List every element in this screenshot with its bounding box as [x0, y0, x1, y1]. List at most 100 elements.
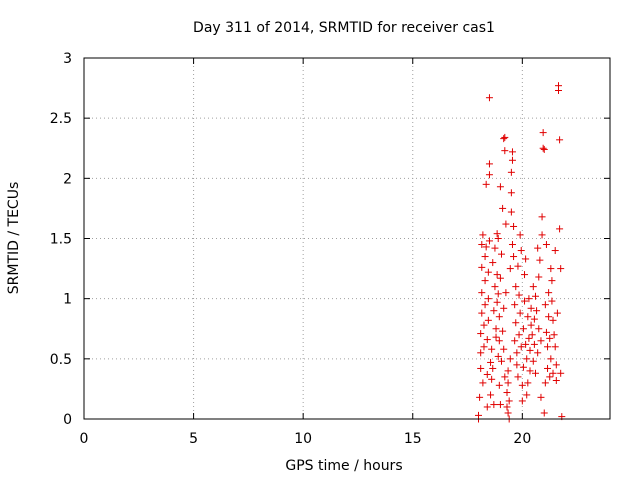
data-point [539, 129, 547, 137]
y-tick-label: 2.5 [50, 111, 72, 127]
data-point [525, 295, 533, 303]
data-point [524, 313, 532, 321]
data-point [483, 336, 491, 344]
data-point [540, 145, 548, 153]
x-axis-label: GPS time / hours [285, 458, 402, 474]
grid [84, 58, 610, 419]
data-point [505, 397, 513, 405]
data-point [552, 361, 560, 369]
data-point [521, 297, 529, 305]
data-point [481, 277, 489, 285]
data-point [530, 315, 538, 323]
axis-ticks: 0 5 10 15 20 0 0.5 1 1.5 2 2.5 3 [50, 51, 610, 447]
data-point [515, 331, 523, 339]
data-point [507, 189, 515, 197]
data-point [538, 213, 546, 221]
y-tick-label: 3 [63, 51, 72, 67]
y-tick-label: 1 [63, 292, 72, 308]
data-point [496, 401, 504, 409]
plot-frame [83, 57, 611, 420]
data-point [519, 363, 527, 371]
data-point [508, 241, 516, 249]
data-point [537, 393, 545, 401]
data-point [507, 168, 515, 176]
data-point [529, 283, 537, 291]
y-tick-label: 1.5 [50, 232, 72, 248]
data-point [530, 340, 538, 348]
data-point [502, 220, 510, 228]
data-point [495, 337, 503, 345]
data-point [523, 355, 531, 363]
data-point [514, 262, 522, 270]
data-point [553, 309, 561, 317]
data-point [498, 250, 506, 258]
data-point [494, 235, 502, 242]
data-point [483, 403, 491, 411]
data-point [479, 231, 487, 239]
data-point [508, 156, 516, 164]
data-point [535, 273, 543, 281]
data-point [481, 253, 489, 261]
data-point [544, 364, 552, 372]
data-point [493, 298, 501, 306]
data-point [522, 255, 530, 263]
data-point [547, 265, 555, 273]
data-point [480, 321, 488, 329]
data-point [485, 160, 493, 168]
data-point [545, 289, 553, 297]
data-point [523, 391, 531, 399]
data-point [510, 222, 518, 230]
data-point [512, 283, 520, 291]
data-point [502, 289, 510, 297]
data-point [533, 307, 541, 315]
data-point [487, 391, 495, 399]
data-point [511, 337, 519, 345]
data-point [485, 237, 493, 245]
data-point [557, 369, 565, 377]
data-point [477, 364, 485, 372]
data-point [478, 263, 486, 271]
x-tick-label: 20 [513, 431, 531, 447]
y-axis-label: SRMTID / TECUs [6, 182, 22, 295]
data-point [503, 403, 511, 411]
data-point [483, 370, 491, 378]
data-point [542, 328, 550, 336]
data-point [491, 244, 499, 252]
data-point [491, 283, 499, 291]
data-point [548, 277, 556, 285]
data-point [541, 301, 549, 309]
data-point [484, 316, 492, 324]
data-point [507, 208, 515, 216]
data-point [488, 375, 496, 383]
data-point [541, 379, 549, 387]
data-point [489, 259, 497, 267]
data-point [516, 309, 524, 317]
x-tick-label: 5 [189, 431, 198, 447]
data-point [513, 349, 521, 357]
data-point [552, 376, 560, 384]
x-tick-label: 0 [80, 431, 89, 447]
data-point [478, 241, 486, 249]
data-point [535, 325, 543, 333]
y-tick-label: 0 [63, 412, 72, 428]
data-point [495, 313, 503, 321]
data-point [506, 265, 514, 273]
data-point [521, 271, 529, 279]
data-point [506, 355, 514, 363]
y-tick-label: 2 [63, 171, 72, 187]
x-tick-label: 15 [404, 431, 422, 447]
data-point [524, 379, 532, 387]
data-point [500, 304, 508, 312]
data-point [529, 357, 537, 365]
data-point [481, 301, 489, 309]
data-point [547, 355, 555, 363]
data-point [484, 295, 492, 303]
data-point [534, 244, 542, 252]
data-point [556, 225, 564, 233]
data-point [503, 389, 511, 397]
data-point [550, 331, 558, 339]
data-point [488, 345, 496, 353]
data-point [544, 343, 552, 351]
data-point [527, 321, 535, 329]
data-point [501, 147, 509, 155]
